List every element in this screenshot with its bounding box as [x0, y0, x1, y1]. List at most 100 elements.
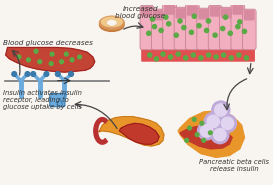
Circle shape — [152, 25, 156, 29]
Circle shape — [206, 53, 210, 57]
FancyBboxPatch shape — [231, 4, 245, 50]
Circle shape — [221, 26, 225, 31]
Circle shape — [228, 31, 232, 35]
Circle shape — [161, 52, 165, 56]
Polygon shape — [94, 118, 107, 144]
Circle shape — [184, 56, 188, 60]
Circle shape — [185, 138, 189, 142]
FancyBboxPatch shape — [140, 5, 154, 50]
FancyBboxPatch shape — [174, 7, 188, 50]
Circle shape — [213, 33, 217, 37]
Circle shape — [200, 121, 204, 125]
FancyBboxPatch shape — [163, 4, 177, 50]
Circle shape — [242, 29, 247, 33]
Circle shape — [12, 72, 17, 76]
Circle shape — [31, 72, 35, 76]
Circle shape — [38, 60, 42, 64]
Circle shape — [150, 17, 155, 21]
Circle shape — [200, 125, 213, 137]
Circle shape — [174, 33, 178, 37]
Circle shape — [64, 52, 68, 56]
Circle shape — [212, 101, 230, 119]
Circle shape — [17, 55, 21, 59]
Circle shape — [69, 72, 73, 76]
FancyBboxPatch shape — [208, 5, 222, 50]
Polygon shape — [6, 48, 95, 72]
Polygon shape — [119, 123, 159, 144]
Circle shape — [189, 30, 194, 34]
Circle shape — [218, 114, 236, 132]
Circle shape — [34, 49, 38, 53]
Circle shape — [224, 15, 228, 19]
Ellipse shape — [99, 18, 124, 31]
Circle shape — [178, 19, 182, 23]
Polygon shape — [178, 111, 245, 157]
Circle shape — [209, 131, 212, 135]
Circle shape — [192, 14, 196, 18]
Circle shape — [197, 24, 201, 28]
Text: Blood glucose decreases: Blood glucose decreases — [3, 40, 93, 46]
Circle shape — [192, 118, 196, 121]
Circle shape — [236, 25, 240, 29]
Circle shape — [206, 19, 210, 23]
Circle shape — [214, 129, 226, 141]
Circle shape — [188, 126, 191, 130]
Circle shape — [25, 72, 30, 76]
FancyBboxPatch shape — [141, 47, 255, 62]
Circle shape — [229, 56, 233, 60]
Circle shape — [164, 15, 168, 19]
Text: Increased
blood glucose: Increased blood glucose — [115, 6, 165, 19]
FancyBboxPatch shape — [242, 9, 256, 50]
Ellipse shape — [108, 21, 116, 25]
Circle shape — [198, 122, 216, 140]
FancyBboxPatch shape — [164, 4, 175, 15]
FancyBboxPatch shape — [221, 8, 232, 18]
Circle shape — [238, 20, 242, 24]
Polygon shape — [180, 125, 232, 149]
Circle shape — [70, 58, 74, 62]
FancyBboxPatch shape — [50, 93, 65, 107]
Circle shape — [60, 60, 64, 64]
Circle shape — [78, 55, 82, 59]
Circle shape — [167, 22, 171, 26]
Circle shape — [214, 55, 218, 59]
FancyBboxPatch shape — [219, 7, 233, 50]
Circle shape — [204, 112, 222, 130]
Circle shape — [50, 52, 54, 56]
Ellipse shape — [108, 21, 116, 26]
Circle shape — [215, 104, 227, 116]
Circle shape — [168, 55, 173, 59]
Circle shape — [176, 52, 180, 56]
Circle shape — [49, 62, 53, 65]
Circle shape — [154, 57, 158, 61]
Circle shape — [195, 133, 199, 137]
Circle shape — [244, 56, 248, 60]
Circle shape — [204, 28, 209, 33]
Circle shape — [222, 53, 226, 57]
Circle shape — [26, 58, 30, 62]
Circle shape — [221, 117, 234, 130]
Circle shape — [211, 126, 229, 144]
Circle shape — [159, 28, 163, 33]
Circle shape — [55, 72, 60, 76]
FancyBboxPatch shape — [176, 8, 186, 18]
Circle shape — [237, 53, 241, 57]
FancyBboxPatch shape — [244, 10, 255, 21]
Polygon shape — [99, 117, 164, 146]
FancyBboxPatch shape — [232, 4, 243, 15]
FancyBboxPatch shape — [141, 6, 152, 17]
FancyBboxPatch shape — [198, 9, 209, 20]
Circle shape — [202, 138, 206, 142]
FancyBboxPatch shape — [187, 5, 198, 16]
Circle shape — [148, 53, 152, 57]
Circle shape — [207, 115, 219, 128]
Circle shape — [147, 31, 151, 35]
FancyBboxPatch shape — [210, 6, 221, 17]
FancyBboxPatch shape — [152, 9, 165, 50]
Ellipse shape — [99, 16, 124, 29]
FancyBboxPatch shape — [153, 10, 164, 21]
FancyBboxPatch shape — [197, 8, 210, 50]
Ellipse shape — [101, 17, 122, 27]
Text: Insulin activates insulin
receptor, leading to
glucose uptake by cells: Insulin activates insulin receptor, lead… — [3, 90, 82, 110]
Circle shape — [191, 53, 195, 57]
